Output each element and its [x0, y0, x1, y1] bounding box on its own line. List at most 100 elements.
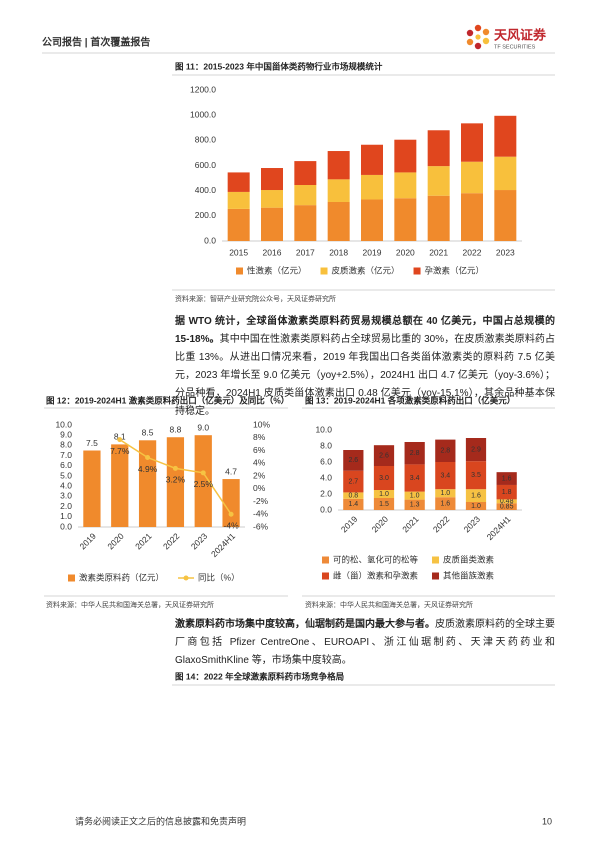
y-tick-label: 10.0: [315, 424, 332, 434]
legend-swatch: [322, 556, 329, 564]
value-label: 4.9%: [138, 464, 158, 474]
y-tick-label: 1200.0: [190, 84, 216, 94]
value-label: 4.7: [225, 466, 237, 476]
value-label: 8.1: [114, 432, 126, 442]
bar: [361, 199, 383, 241]
value-label: 3.0: [379, 475, 389, 482]
x-tick-label: 2020: [396, 247, 415, 257]
value-label: 7.5: [86, 438, 98, 448]
bar: [461, 193, 483, 241]
paragraph: 激素原料药市场集中度较高，仙琚制药是国内最大参与者。皮质激素原料药的全球主要厂商…: [175, 616, 555, 670]
y2-tick-label: 2%: [253, 470, 266, 480]
y-tick-label: 4.0: [320, 472, 332, 482]
y2-tick-label: 4%: [253, 458, 266, 468]
value-label: 3.5: [471, 472, 481, 479]
logo-subtext: TF SECURITIES: [494, 44, 536, 50]
value-label: 2.9: [471, 446, 481, 453]
y2-tick-label: 10%: [253, 419, 270, 429]
bar: [361, 174, 383, 200]
chart-title: 图 13：2019-2024H1 各项激素类原料药出口（亿美元）: [305, 395, 515, 405]
line-point: [145, 455, 151, 461]
bar: [494, 115, 517, 157]
value-label: 2.6: [348, 457, 358, 464]
x-tick-label: 2018: [329, 247, 348, 257]
x-tick-label: 2017: [296, 247, 315, 257]
bar: [404, 442, 425, 465]
y-tick-label: 2.0: [320, 488, 332, 498]
x-tick-label: 2021: [133, 531, 154, 552]
page-number: 10: [542, 816, 552, 826]
bar: [404, 464, 425, 492]
bar: [404, 499, 425, 510]
legend-label: 皮质甾类激素: [443, 554, 495, 564]
x-tick-label: 2020: [370, 514, 391, 535]
y2-tick-label: -4%: [253, 509, 269, 519]
bar: [222, 479, 240, 527]
logo-mark: [466, 24, 490, 50]
bar: [166, 437, 185, 527]
legend-label: 其他甾族激素: [443, 570, 495, 580]
bar: [373, 445, 395, 466]
x-tick-label: 2023: [496, 247, 515, 257]
value-label: 9.0: [197, 422, 209, 432]
bar: [373, 466, 395, 490]
y-tick-label: 9.0: [60, 429, 72, 439]
bar: [435, 497, 456, 510]
y-tick-label: 0.0: [204, 235, 216, 245]
legend-label: 皮质激素（亿元）: [332, 265, 400, 275]
value-label: 1.0: [379, 491, 389, 498]
legend-swatch: [432, 556, 440, 564]
bar: [111, 444, 129, 527]
bar: [261, 207, 283, 241]
y2-tick-label: -6%: [253, 521, 269, 531]
bar: [496, 503, 517, 510]
legend-label: 性激素（亿元）: [247, 265, 307, 275]
y-tick-label: 800.0: [195, 135, 217, 145]
bar: [343, 470, 364, 493]
y-tick-label: 10.0: [55, 419, 72, 429]
value-label: 2.5%: [194, 479, 214, 489]
bar: [494, 156, 517, 191]
x-tick-label: 2021: [429, 247, 448, 257]
y-tick-label: 1000.0: [190, 109, 216, 119]
bar: [343, 492, 364, 499]
y-tick-label: 200.0: [195, 210, 217, 220]
bar: [138, 440, 157, 527]
legend-swatch: [413, 267, 421, 275]
x-tick-label: 2019: [363, 247, 382, 257]
bar: [427, 130, 450, 167]
y-tick-label: 8.0: [320, 440, 332, 450]
line-point: [200, 470, 206, 476]
footer-disclaimer: 请务必阅读正文之后的信息披露和免责声明: [75, 815, 246, 826]
bar: [461, 123, 483, 162]
y-tick-label: 5.0: [60, 470, 72, 480]
x-tick-label: 2019: [339, 514, 360, 535]
y-tick-label: 8.0: [60, 440, 72, 450]
bar: [496, 484, 517, 500]
y2-tick-label: 0%: [253, 483, 266, 493]
bar: [465, 461, 487, 490]
legend-swatch: [236, 267, 243, 275]
value-label: 2.6: [379, 452, 389, 459]
x-tick-label: 2019: [77, 531, 98, 552]
bar: [327, 179, 350, 202]
bar: [294, 205, 317, 241]
value-label: 1.8: [502, 489, 512, 496]
x-tick-label: 2024H1: [209, 531, 237, 559]
value-label: 0.85: [500, 503, 514, 510]
y-tick-label: 600.0: [195, 160, 217, 170]
value-label: 1.4: [348, 501, 358, 508]
legend-swatch: [183, 575, 189, 581]
value-label: 2.7: [348, 478, 358, 485]
bar: [294, 161, 317, 186]
y-tick-label: 3.0: [60, 491, 72, 501]
value-label: 1.3: [410, 502, 420, 509]
legend-label: 同比（%）: [198, 572, 240, 582]
x-tick-label: 2021: [400, 514, 421, 535]
bar: [261, 190, 283, 208]
legend-label: 雌（甾）激素和孕激素: [333, 570, 419, 580]
y-tick-label: 0.0: [320, 504, 332, 514]
bar: [435, 439, 456, 462]
